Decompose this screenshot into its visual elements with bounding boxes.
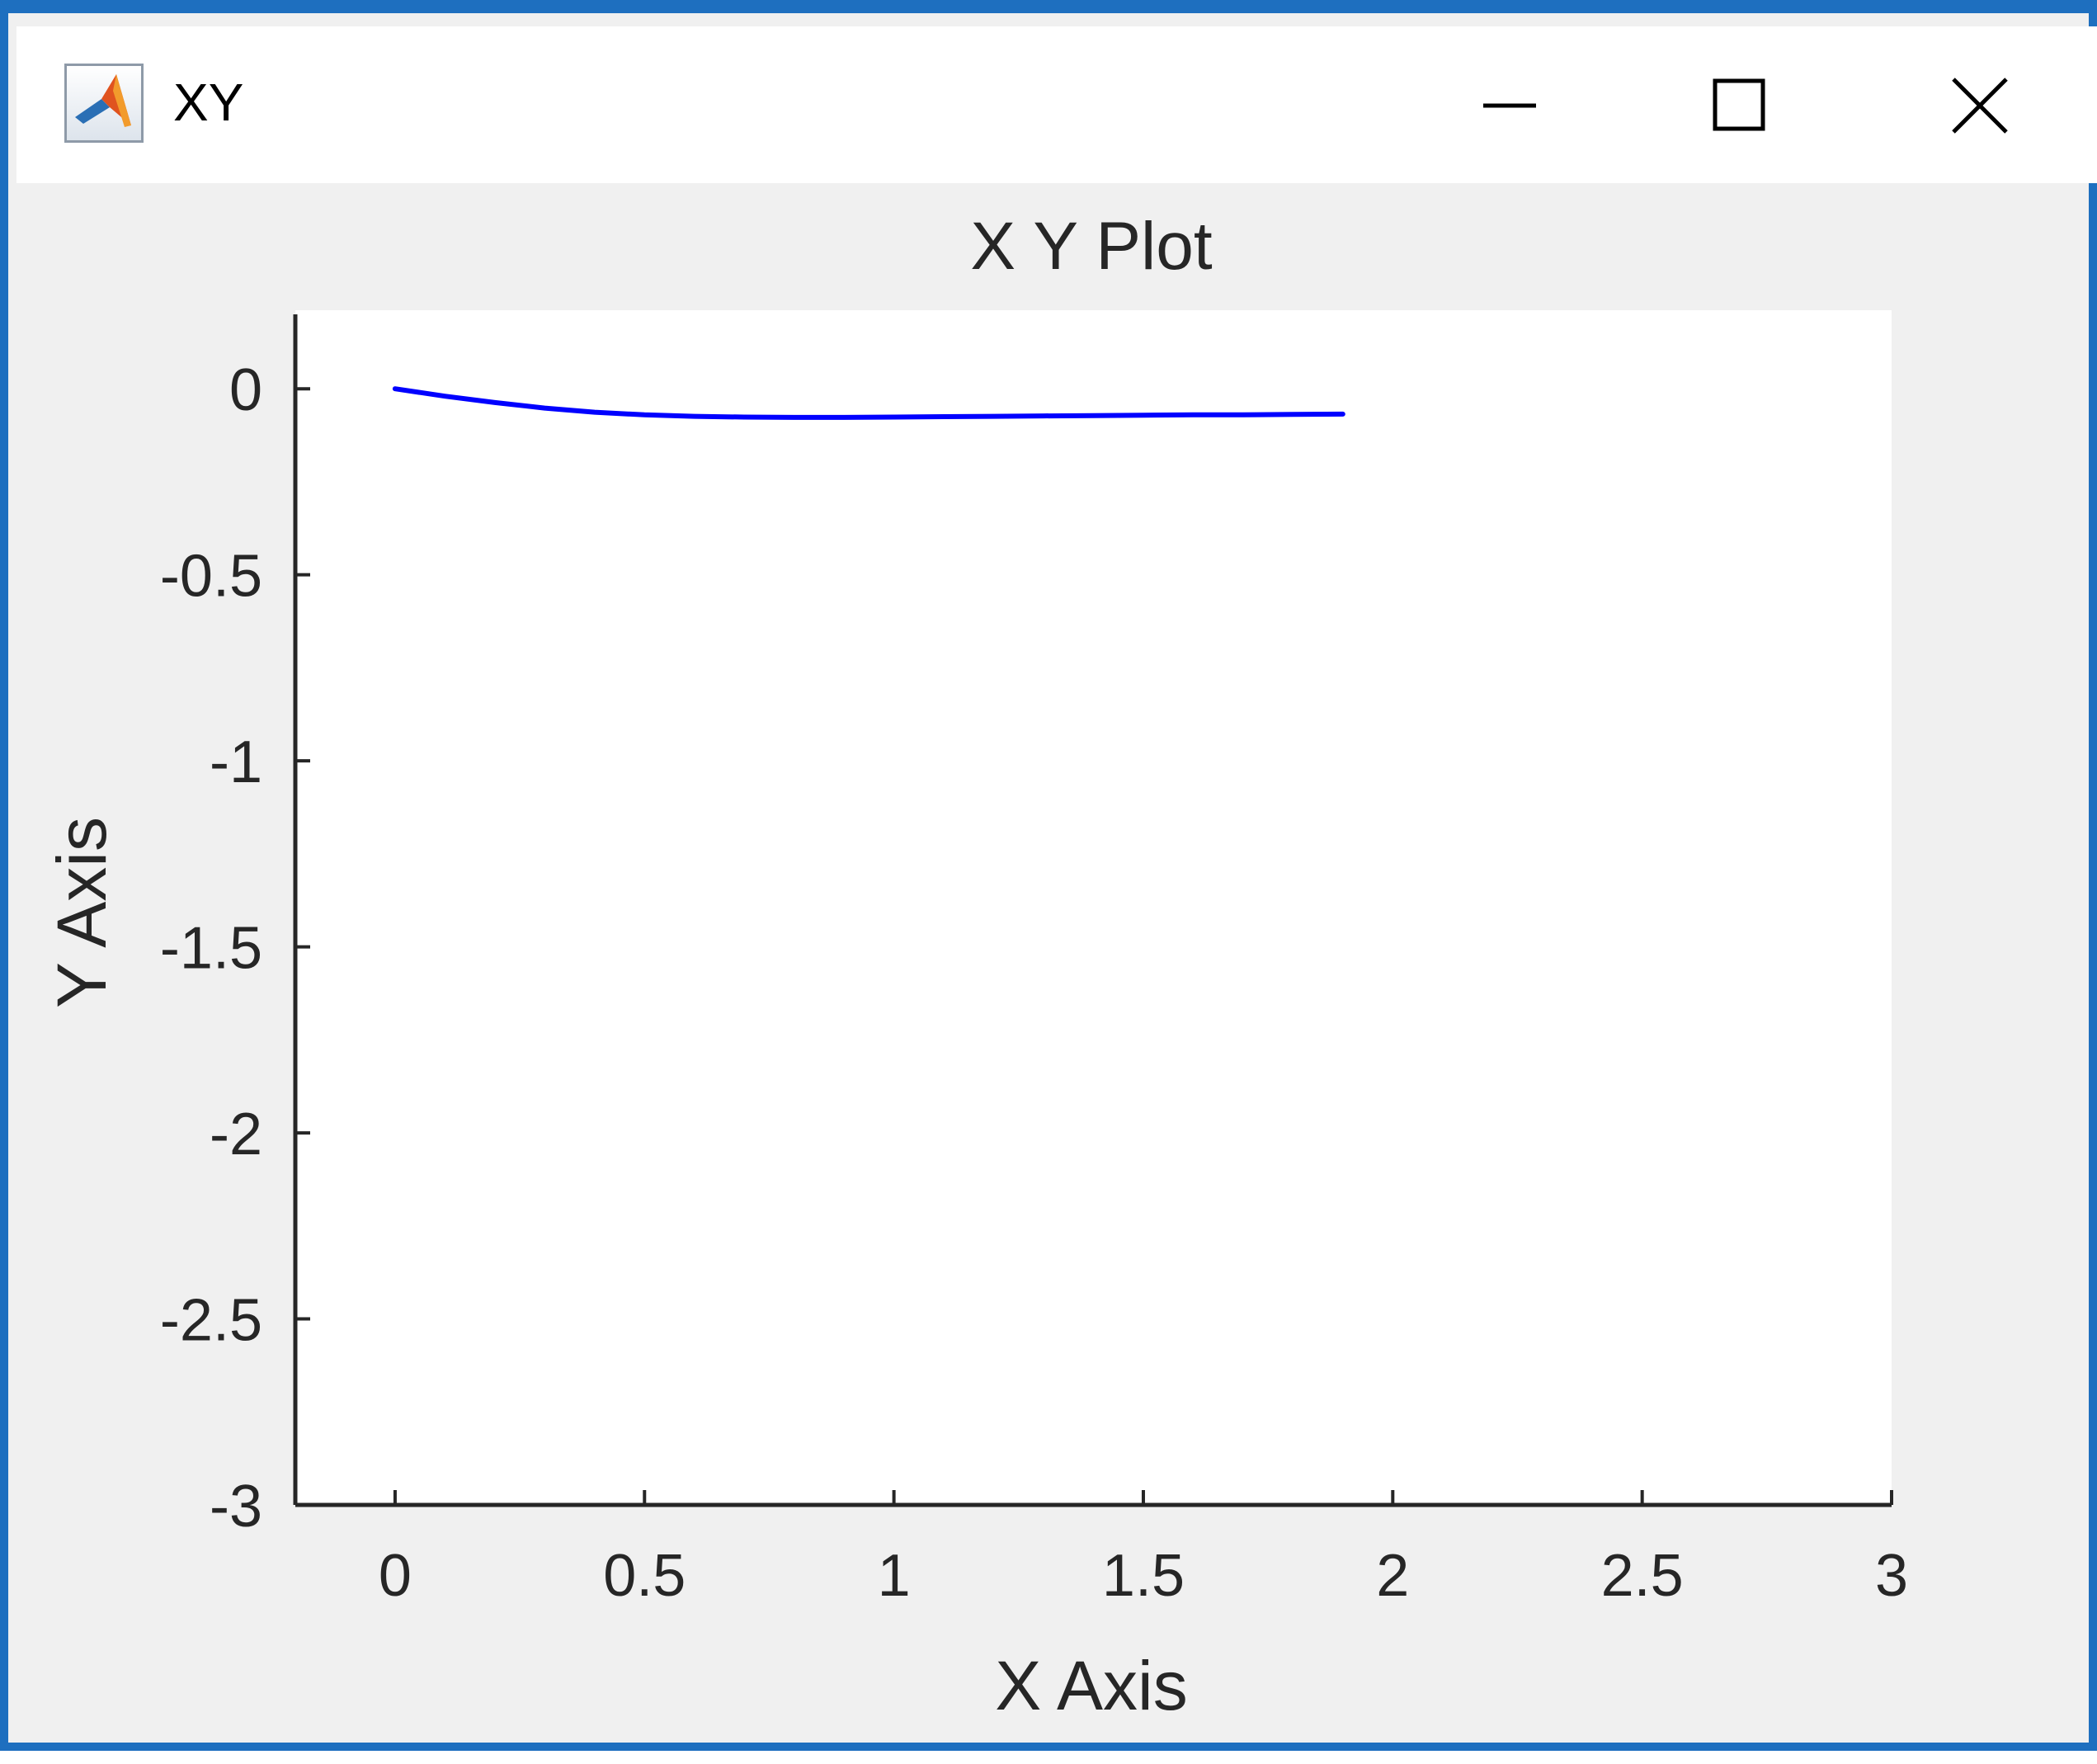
maximize-icon [1713, 78, 1765, 131]
y-tick-label: -2 [210, 1101, 262, 1167]
y-tick-label: -1.5 [160, 916, 262, 982]
axes-area[interactable] [295, 310, 1892, 1505]
x-tick-label: 0 [379, 1543, 412, 1609]
y-axis-label: Y Axis [43, 817, 120, 1008]
title-bar[interactable]: XY [16, 26, 2097, 183]
y-tick-label: -3 [210, 1474, 262, 1540]
matlab-logo-icon [64, 64, 144, 143]
maximize-button[interactable] [1658, 26, 1823, 183]
x-ticks: 0 0.5 1 1.5 2 2.5 3 [379, 1490, 1908, 1609]
window-title: XY [173, 73, 244, 132]
x-tick-label: 2.5 [1601, 1543, 1684, 1609]
x-tick-label: 1.5 [1102, 1543, 1185, 1609]
figure-canvas: X Y Plot 0 0.5 1 1.5 2 2.5 3 0 -0.5 -1 -1.5 -2 -2.5… [43, 209, 1908, 1724]
x-tick-label: 1 [878, 1543, 911, 1609]
x-tick-label: 2 [1376, 1543, 1409, 1609]
y-tick-label: 0 [229, 357, 262, 423]
close-button[interactable] [1897, 26, 2062, 183]
plot-data-layer [392, 386, 1345, 420]
close-icon [1952, 78, 2008, 134]
minimize-icon [1483, 103, 1536, 108]
y-tick-label: -2.5 [160, 1288, 262, 1354]
x-tick-label: 3 [1875, 1543, 1908, 1609]
plot-title: X Y Plot [970, 209, 1213, 284]
y-tick-label: -0.5 [160, 544, 262, 610]
series-line [392, 386, 1345, 420]
x-axis-label: X Axis [995, 1647, 1187, 1724]
minimize-button[interactable] [1427, 26, 1592, 183]
y-ticks: 0 -0.5 -1 -1.5 -2 -2.5 -3 [160, 357, 310, 1540]
y-tick-label: -1 [210, 729, 262, 795]
x-tick-label: 0.5 [603, 1543, 686, 1609]
